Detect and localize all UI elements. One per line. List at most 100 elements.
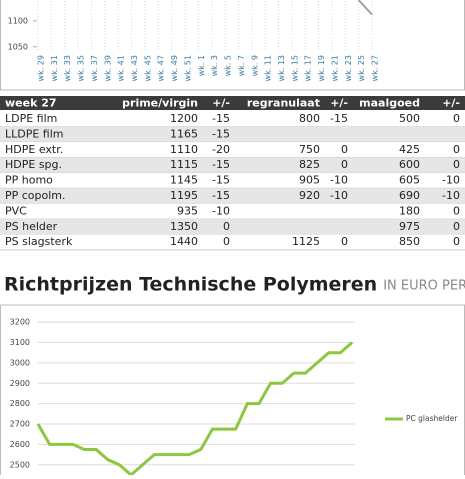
table-cell: 180 [399,204,420,217]
y-tick-label: 3200 [10,318,30,327]
table-cell: 1200 [170,112,198,125]
x-tick-label: wk. 31 [50,55,59,81]
y-tick-label: 2800 [10,399,30,408]
table-cell: 0 [453,143,460,156]
table-header-cell: +/- [442,97,460,110]
table-row-bg [0,203,465,220]
table-cell: 600 [399,158,420,171]
table-cell: HDPE spg. [5,158,62,171]
x-tick-label: wk. 49 [170,55,179,81]
table-cell: LDPE film [5,112,57,125]
chart-title: Richtprijzen Technische Polymeren [4,274,377,296]
table-cell: 500 [399,112,420,125]
x-tick-label: wk. 37 [90,55,99,81]
table-cell: -10 [442,174,460,187]
y-tick-label: 2700 [10,420,30,429]
x-tick-label: wk. 17 [304,55,313,81]
table-cell: PP copolm. [5,189,66,202]
table-cell: -15 [212,189,230,202]
x-tick-label: wk. 9 [250,55,259,76]
y-tick-label: 2900 [10,379,30,388]
table-cell: -10 [330,189,348,202]
table-row-bg [0,172,465,189]
table-row-bg [0,219,465,235]
table-cell: 825 [299,158,320,171]
table-cell: 1195 [170,189,198,202]
bottom-chart-frame [0,304,465,479]
table-row-bg [0,157,465,173]
x-tick-label: wk. 51 [183,55,192,81]
x-tick-label: wk. 39 [103,55,112,81]
table-cell: 1125 [292,235,320,248]
x-tick-label: wk. 3 [210,55,219,76]
table-cell: -15 [212,158,230,171]
y-tick-label: 3000 [10,358,30,367]
table-cell: 0 [453,158,460,171]
table-cell: -10 [442,189,460,202]
x-tick-label: wk. 43 [130,55,139,81]
table-cell: 1115 [170,158,198,171]
table-cell: 920 [299,189,320,202]
data-line [36,341,353,477]
table-row-bg [0,111,465,127]
table-cell: -10 [212,204,230,217]
table-cell: -15 [212,174,230,187]
table-cell: -10 [330,174,348,187]
table-cell: -15 [212,127,230,140]
table-cell: 0 [453,112,460,125]
table-cell: PP homo [5,174,53,187]
table-cell: 0 [223,220,230,233]
table-cell: HDPE extr. [5,143,63,156]
table-cell: 0 [453,204,460,217]
table-cell: 800 [299,112,320,125]
x-tick-label: wk. 29 [37,55,46,81]
table-header-cell: +/- [212,97,230,110]
table-header-cell: maalgoed [359,97,420,110]
table-row-bg [0,188,465,204]
x-tick-label: wk. 15 [290,55,299,81]
data-line [357,0,373,16]
table-cell: 1350 [170,220,198,233]
x-tick-label: wk. 5 [224,55,233,76]
table-cell: -15 [212,112,230,125]
table-cell: 605 [399,174,420,187]
table-header-bg [0,96,465,110]
x-tick-label: wk. 27 [371,55,380,81]
y-tick-label: 3100 [10,338,30,347]
table-cell: 750 [299,143,320,156]
table-cell: 425 [399,143,420,156]
table-cell: 0 [223,235,230,248]
table-cell: 0 [341,143,348,156]
x-tick-label: wk. 11 [264,55,273,81]
table-cell: 1145 [170,174,198,187]
y-tick-label: 1100 [8,16,28,25]
table-cell: 935 [177,204,198,217]
x-tick-label: wk. 7 [237,55,246,76]
x-tick-label: wk. 21 [330,55,339,81]
x-tick-label: wk. 25 [357,55,366,81]
table-cell: -15 [330,112,348,125]
table-cell: -20 [212,143,230,156]
table-cell: PS helder [5,220,58,233]
table-cell: PS slagsterk [5,235,73,248]
table-header-cell: week 27 [5,97,57,110]
table-cell: 975 [399,220,420,233]
table-cell: 0 [453,235,460,248]
table-cell: 690 [399,189,420,202]
x-tick-label: wk. 1 [197,55,206,76]
x-tick-label: wk. 45 [143,55,152,81]
table-cell: 1165 [170,127,198,140]
table-cell: 905 [299,174,320,187]
table-header-cell: +/- [330,97,348,110]
table-row-bg [0,142,465,158]
y-tick-label: 1050 [8,42,28,51]
table-cell: 0 [453,220,460,233]
table-cell: LLDPE film [5,127,64,140]
x-tick-label: wk. 35 [77,55,86,81]
table-header-cell: regranulaat [247,97,320,110]
table-row-bg [0,234,465,250]
table-cell: 1110 [170,143,198,156]
legend-label: PC glashelder [406,414,458,423]
